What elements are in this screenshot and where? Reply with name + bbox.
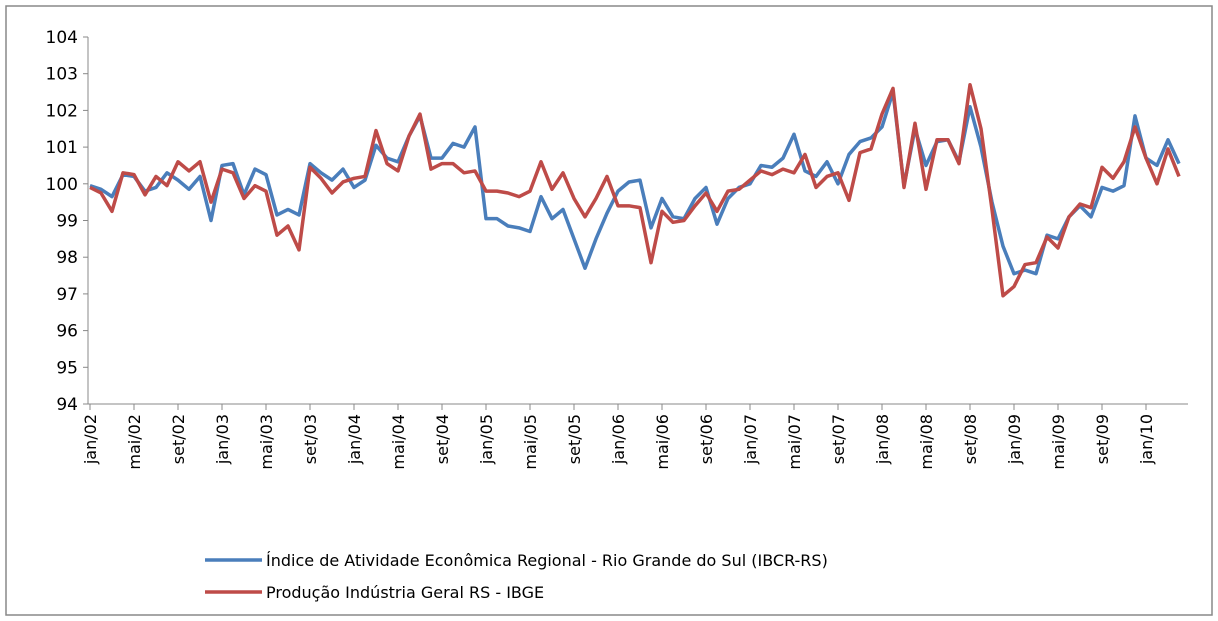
chart-border [5,5,1213,616]
y-tick-label: 103 [46,65,78,85]
x-tick-label: jan/09 [1005,414,1024,465]
y-tick-label: 101 [46,138,78,158]
y-tick-label: 104 [46,28,78,48]
x-tick-label: set/08 [961,414,980,464]
legend-label: Índice de Atividade Econômica Regional -… [266,551,828,570]
y-tick-label: 102 [46,101,78,121]
x-tick-label: set/03 [301,414,320,464]
series-line [89,82,1181,298]
x-tick-label: set/02 [169,414,188,464]
y-tick-label: 94 [56,395,78,415]
x-tick-label: jan/07 [741,414,760,465]
x-tick-label: jan/05 [477,414,496,465]
x-tick-label: set/05 [565,414,584,464]
x-tick-label: jan/02 [81,414,100,465]
y-tick-label: 97 [56,285,78,305]
x-tick-label: set/09 [1093,414,1112,464]
x-tick-label: set/06 [697,414,716,464]
y-tick-label: 96 [56,322,78,342]
legend-label: Produção Indústria Geral RS - IBGE [266,583,544,602]
series-line [89,90,1181,276]
y-tick-label: 98 [56,248,78,268]
x-tick-label: mai/09 [1049,414,1068,470]
x-tick-label: mai/04 [389,414,408,470]
legend: Índice de Atividade Econômica Regional -… [205,551,828,602]
x-tick-label: mai/06 [653,414,672,470]
y-tick-label: 95 [56,358,78,378]
x-tick-label: set/04 [433,414,452,464]
x-tick-label: jan/10 [1137,414,1156,465]
y-tick-label: 99 [56,212,78,232]
x-tick-label: mai/05 [521,414,540,470]
x-tick-label: jan/03 [213,414,232,465]
x-tick-label: set/07 [829,414,848,464]
x-tick-label: jan/04 [345,414,364,465]
x-tick-label: mai/08 [917,414,936,470]
x-tick-label: jan/06 [609,414,628,465]
x-tick-label: mai/02 [125,414,144,470]
x-tick-label: jan/08 [873,414,892,465]
y-tick-label: 100 [46,175,78,195]
x-tick-label: mai/07 [785,414,804,470]
x-tick-label: mai/03 [257,414,276,470]
